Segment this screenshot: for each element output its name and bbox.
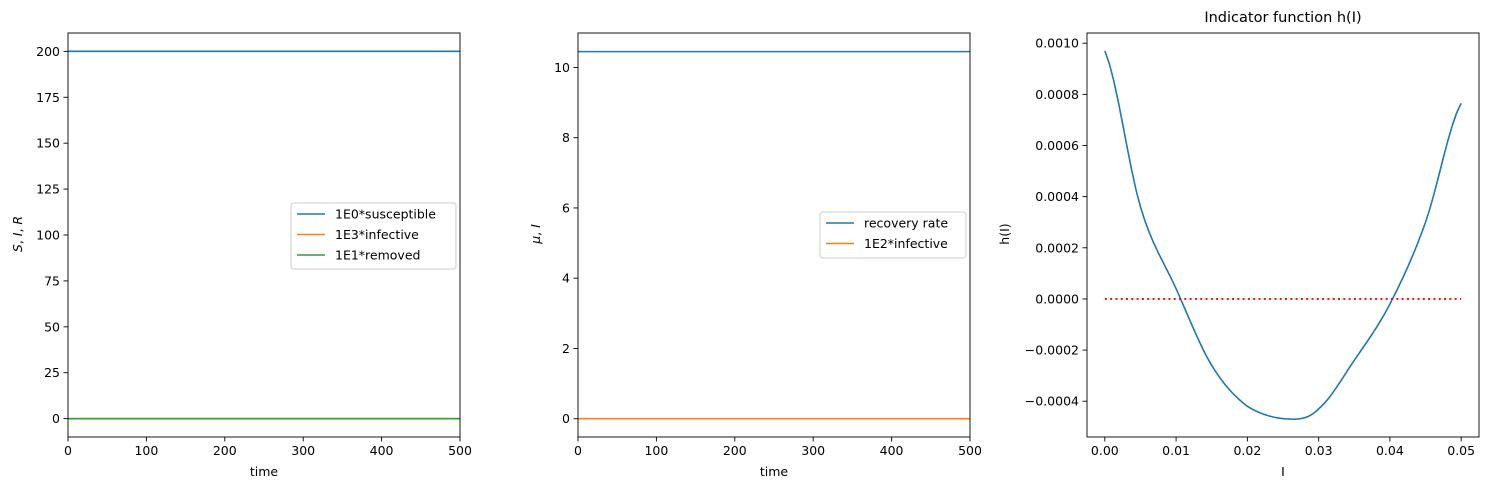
x-tick-label: 400 — [370, 443, 394, 458]
x-tick-label: 0 — [64, 443, 72, 458]
x-tick-label: 100 — [644, 443, 668, 458]
x-axis-label: time — [250, 464, 279, 479]
series-group — [578, 50, 970, 420]
y-tick-label: 200 — [36, 44, 60, 59]
x-tick-label: 100 — [134, 443, 158, 458]
chart-panel-sir: time S, I, R 0 100 200 300 400 500 0 25 50 75 100 1… — [10, 32, 472, 479]
legend-label: 1E1*removed — [335, 248, 420, 263]
y-tick-label: 75 — [44, 273, 60, 288]
y-tick-label: 0 — [52, 411, 60, 426]
y-tick-label: 0 — [562, 411, 570, 426]
legend: 1E0*susceptible 1E3*infective 1E1*removed — [290, 202, 457, 270]
y-tick-label: 50 — [44, 319, 60, 334]
series-line-0 — [1104, 50, 1462, 420]
y-tick-label: 4 — [562, 271, 570, 286]
y-tick-label: 100 — [36, 228, 60, 243]
x-tick-label: 300 — [291, 443, 315, 458]
y-tick-label: 25 — [44, 365, 60, 380]
legend-label: 1E2*infective — [864, 236, 948, 251]
x-tick-label: 0.05 — [1447, 443, 1475, 458]
legend-box — [819, 211, 967, 259]
axes-frame — [1086, 32, 1480, 438]
y-axis-label: S, I, R — [10, 216, 25, 252]
x-tick-label: 200 — [723, 443, 747, 458]
x-tick-label: 400 — [880, 443, 904, 458]
y-tick-label: 0.0006 — [1035, 138, 1079, 153]
y-tick-label: −0.0002 — [1025, 343, 1079, 358]
series-group — [1104, 50, 1462, 420]
y-tick-label: 125 — [36, 182, 60, 197]
chart-panel-recovery: time μ, I 0 100 200 300 400 500 0 2 4 6 8 10 recover… — [528, 32, 982, 479]
y-tick-label: −0.0004 — [1025, 394, 1079, 409]
y-tick-label: 0.0008 — [1035, 87, 1079, 102]
x-tick-label: 500 — [958, 443, 982, 458]
y-tick-label: 6 — [562, 200, 570, 215]
legend-label: recovery rate — [864, 216, 948, 231]
y-tick-label: 8 — [562, 130, 570, 145]
y-tick-label: 0.0000 — [1035, 291, 1079, 306]
x-tick-label: 500 — [448, 443, 472, 458]
x-tick-label: 0.04 — [1376, 443, 1404, 458]
y-tick-label: 0.0010 — [1035, 36, 1079, 51]
x-tick-label: 0 — [574, 443, 582, 458]
y-tick-label: 175 — [36, 90, 60, 105]
x-tick-label: 0.01 — [1162, 443, 1190, 458]
x-tick-label: 0.03 — [1305, 443, 1333, 458]
chart-title: Indicator function h(I) — [1204, 10, 1361, 26]
x-tick-label: 0.00 — [1091, 443, 1119, 458]
x-tick-label: 200 — [213, 443, 237, 458]
x-axis-label: I — [1281, 464, 1285, 479]
x-axis-label: time — [760, 464, 789, 479]
x-tick-label: 300 — [801, 443, 825, 458]
legend: recovery rate 1E2*infective — [819, 211, 967, 259]
y-axis-label: μ, I — [528, 224, 543, 245]
y-axis-label: h(I) — [997, 223, 1012, 244]
y-tick-label: 10 — [554, 60, 570, 75]
series-group — [68, 50, 460, 420]
legend-label: 1E0*susceptible — [335, 207, 436, 222]
y-tick-label: 2 — [562, 341, 570, 356]
legend-label: 1E3*infective — [335, 227, 419, 242]
y-tick-label: 150 — [36, 136, 60, 151]
y-tick-label: 0.0002 — [1035, 240, 1079, 255]
chart-panel-indicator: Indicator function h(I) I h(I) 0.00 0.01 0… — [997, 10, 1480, 479]
y-tick-label: 0.0004 — [1035, 189, 1079, 204]
legend-box — [290, 202, 457, 270]
axes-frame — [577, 32, 971, 438]
x-tick-label: 0.02 — [1233, 443, 1261, 458]
